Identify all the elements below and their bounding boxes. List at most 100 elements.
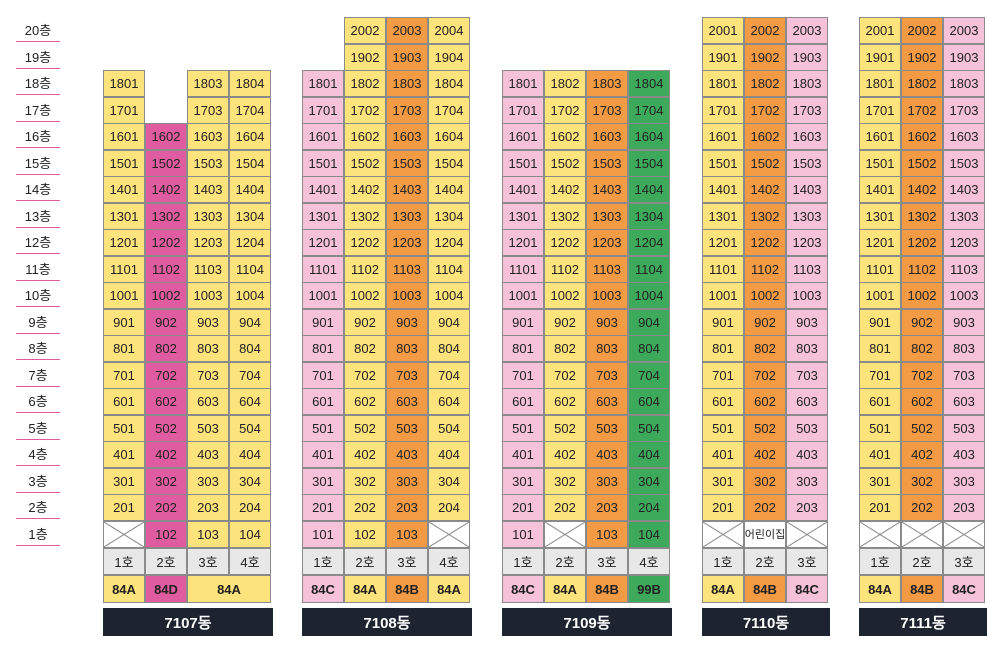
unit-cell: 504 [428, 414, 470, 442]
unit-type-label: 99B [628, 575, 670, 603]
unit-cell: 1703 [943, 96, 985, 124]
empty-unit-cell [103, 520, 145, 548]
unit-cell: 1001 [859, 282, 901, 309]
unit-cell: 901 [702, 308, 744, 336]
unit-cell: 1502 [344, 149, 386, 177]
unit-type-label: 84C [786, 575, 828, 603]
unit-cell: 1704 [229, 96, 271, 124]
unit-cell: 401 [859, 441, 901, 468]
unit-cell: 1503 [786, 149, 828, 177]
unit-cell: 2003 [386, 17, 428, 44]
unit-cell: 801 [859, 335, 901, 362]
unit-cell: 902 [901, 308, 943, 336]
unit-cell: 103 [386, 520, 428, 548]
unit-cell: 1902 [744, 43, 786, 71]
unit-cell: 103 [187, 520, 229, 548]
floor-label: 10층 [16, 283, 60, 307]
unit-cell: 902 [744, 308, 786, 336]
unit-cell: 701 [103, 361, 145, 389]
unit-cell: 1201 [702, 229, 744, 256]
building-name-label: 7109동 [502, 608, 672, 636]
unit-cell: 903 [586, 308, 628, 336]
unit-cell: 902 [145, 308, 187, 336]
unit-cell: 1203 [943, 229, 985, 256]
unit-cell: 1002 [744, 282, 786, 309]
unit-cell: 401 [502, 441, 544, 468]
unit-cell: 1101 [103, 255, 145, 283]
unit-cell: 702 [145, 361, 187, 389]
unit-cell: 1703 [586, 96, 628, 124]
unit-cell: 1502 [145, 149, 187, 177]
floor-label: 14층 [16, 177, 60, 201]
floor-label: 13층 [16, 204, 60, 228]
ho-label: 4호 [628, 548, 670, 575]
unit-cell: 1903 [386, 43, 428, 71]
unit-cell: 702 [744, 361, 786, 389]
unit-cell: 502 [145, 414, 187, 442]
unit-cell: 1803 [786, 70, 828, 97]
unit-cell: 2003 [786, 17, 828, 44]
unit-cell: 602 [544, 388, 586, 415]
floor-label: 8층 [16, 336, 60, 360]
unit-cell: 1301 [502, 202, 544, 230]
unit-cell: 703 [386, 361, 428, 389]
unit-cell: 804 [628, 335, 670, 362]
unit-cell: 1304 [428, 202, 470, 230]
unit-cell: 1304 [229, 202, 271, 230]
unit-cell: 1402 [544, 176, 586, 203]
unit-cell: 502 [344, 414, 386, 442]
unit-cell: 703 [187, 361, 229, 389]
unit-cell: 2002 [744, 17, 786, 44]
unit-cell: 601 [103, 388, 145, 415]
floor-label: 15층 [16, 151, 60, 175]
building-name-label: 7107동 [103, 608, 273, 636]
unit-cell: 1303 [187, 202, 229, 230]
unit-cell: 1001 [502, 282, 544, 309]
no-unit-cross-icon [860, 521, 900, 547]
unit-cell: 1801 [859, 70, 901, 97]
unit-cell: 1604 [628, 123, 670, 150]
unit-cell: 1902 [901, 43, 943, 71]
floor-label: 3층 [16, 469, 60, 493]
unit-cell: 501 [302, 414, 344, 442]
unit-cell: 1002 [901, 282, 943, 309]
unit-cell: 1503 [943, 149, 985, 177]
unit-cell: 204 [229, 494, 271, 521]
unit-cell: 903 [943, 308, 985, 336]
unit-cell: 301 [103, 467, 145, 495]
unit-cell: 802 [344, 335, 386, 362]
unit-cell: 1703 [386, 96, 428, 124]
unit-cell: 504 [628, 414, 670, 442]
unit-cell: 802 [901, 335, 943, 362]
ho-label: 1호 [702, 548, 744, 575]
unit-cell: 603 [586, 388, 628, 415]
unit-type-label: 84C [502, 575, 544, 603]
unit-cell: 503 [943, 414, 985, 442]
unit-cell: 501 [859, 414, 901, 442]
unit-cell: 1201 [103, 229, 145, 256]
unit-cell: 1203 [386, 229, 428, 256]
ho-label: 2호 [344, 548, 386, 575]
ho-label: 1호 [859, 548, 901, 575]
unit-cell: 1802 [901, 70, 943, 97]
unit-cell: 304 [628, 467, 670, 495]
unit-cell: 1603 [943, 123, 985, 150]
unit-cell: 1101 [702, 255, 744, 283]
unit-cell: 202 [901, 494, 943, 521]
no-unit-cross-icon [104, 521, 144, 547]
unit-cell: 1804 [229, 70, 271, 97]
unit-cell: 703 [786, 361, 828, 389]
unit-cell: 1403 [943, 176, 985, 203]
unit-cell: 103 [586, 520, 628, 548]
unit-cell: 1103 [786, 255, 828, 283]
unit-cell: 1602 [145, 123, 187, 150]
unit-cell: 1803 [586, 70, 628, 97]
unit-cell: 1602 [744, 123, 786, 150]
unit-cell: 801 [103, 335, 145, 362]
unit-cell: 602 [901, 388, 943, 415]
unit-cell: 1102 [544, 255, 586, 283]
unit-cell: 1702 [344, 96, 386, 124]
unit-cell: 1503 [187, 149, 229, 177]
unit-cell: 1102 [744, 255, 786, 283]
unit-cell: 1402 [901, 176, 943, 203]
